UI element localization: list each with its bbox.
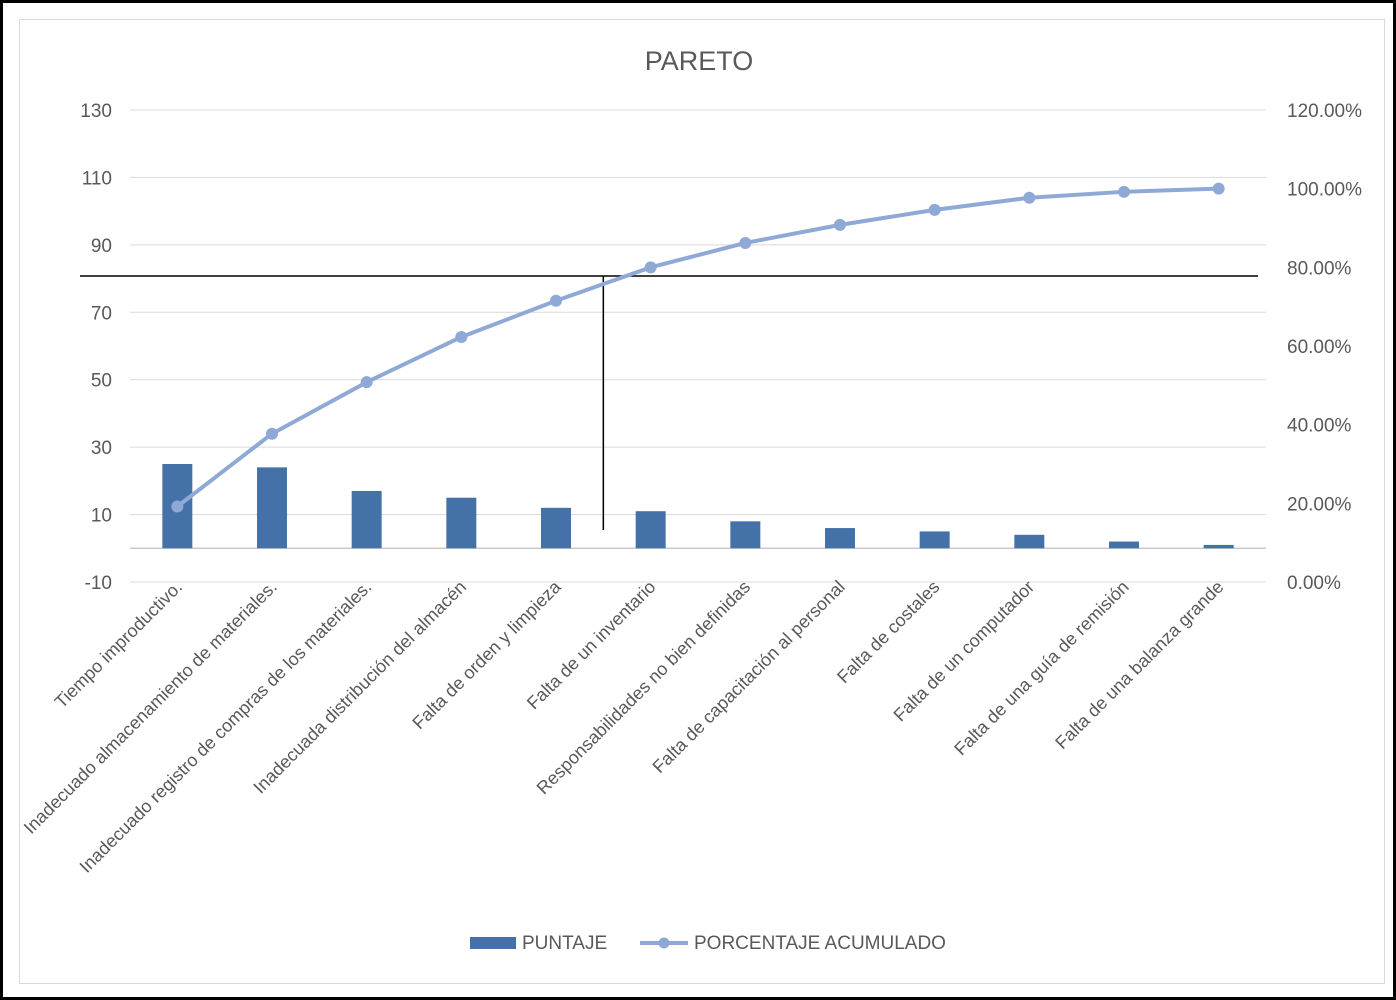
y-left-tick-label: 130 [80, 101, 112, 122]
line-series [171, 182, 1225, 513]
gridlines [130, 109, 1266, 583]
bar [1014, 534, 1045, 549]
legend-swatch-marker [658, 937, 670, 949]
line-point [739, 236, 752, 249]
y-left-tick-label: 90 [91, 236, 112, 257]
legend: PUNTAJE PORCENTAJE ACUMULADO [470, 933, 946, 954]
bar [1109, 541, 1139, 549]
legend-label-puntaje: PUNTAJE [522, 933, 607, 954]
bar [351, 490, 382, 549]
bar-series [162, 464, 1234, 549]
y-left-tick-label: 50 [91, 371, 112, 392]
line-point [266, 427, 278, 440]
bar [635, 511, 666, 549]
line-point [1023, 191, 1036, 204]
legend-swatch-bar [470, 937, 516, 949]
y-right-tick-label: 40.00% [1287, 416, 1352, 437]
bar [541, 507, 571, 549]
bar [446, 497, 477, 549]
bar [919, 531, 950, 549]
y-right-tick-label: 60.00% [1287, 337, 1352, 358]
y-left-tick-label: 30 [91, 438, 112, 459]
x-category-label: Falta de capacitación al personal [649, 577, 849, 777]
x-category-label: Inadecuada distribución del almacén [249, 577, 470, 798]
y-left-tick-label: -10 [85, 573, 112, 594]
y-axis-left: -10 10 30 50 70 90 110 130 [80, 101, 112, 594]
line-point [550, 294, 562, 307]
y-axis-right: 0.00% 20.00% 40.00% 60.00% 80.00% 100.00% 120.… [1287, 101, 1362, 594]
y-left-tick-label: 10 [91, 506, 112, 527]
legend-label-porcentaje: PORCENTAJE ACUMULADO [694, 933, 946, 954]
line-point [455, 330, 468, 343]
x-axis-categories: Tiempo improductivo.Inadecuado almacenam… [20, 576, 1228, 877]
bar [730, 521, 761, 549]
chart-title: PARETO [645, 46, 754, 76]
y-right-tick-label: 20.00% [1287, 494, 1352, 515]
line-point [644, 261, 657, 274]
line-point [1212, 182, 1225, 195]
line-point [928, 203, 941, 216]
reference-lines [80, 275, 1258, 530]
y-left-tick-label: 70 [91, 303, 112, 324]
line-point [360, 376, 373, 389]
y-right-tick-label: 120.00% [1287, 101, 1362, 122]
x-category-label: Falta de una guía de remisión [950, 577, 1133, 760]
y-right-tick-label: 80.00% [1287, 258, 1352, 279]
bar [1203, 544, 1234, 549]
x-category-label: Falta de una balanza grande [1051, 577, 1227, 753]
bar [825, 528, 855, 549]
y-left-tick-label: 110 [82, 168, 112, 189]
x-category-label: Falta de costales [833, 577, 943, 687]
y-right-tick-label: 100.00% [1287, 180, 1362, 201]
bar [257, 467, 287, 549]
x-category-label: Responsabilidades no bien definidas [533, 577, 754, 798]
line-point [834, 218, 846, 231]
line-point [1118, 185, 1130, 198]
cumulative-line [176, 186, 1219, 509]
y-right-tick-label: 0.00% [1287, 573, 1341, 594]
chart-area [19, 19, 1385, 984]
line-point [171, 500, 184, 513]
